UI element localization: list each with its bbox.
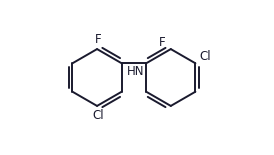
Text: F: F [95,33,101,46]
Text: HN: HN [126,65,144,78]
Text: Cl: Cl [93,109,104,122]
Text: Cl: Cl [199,50,211,63]
Text: F: F [159,36,166,49]
